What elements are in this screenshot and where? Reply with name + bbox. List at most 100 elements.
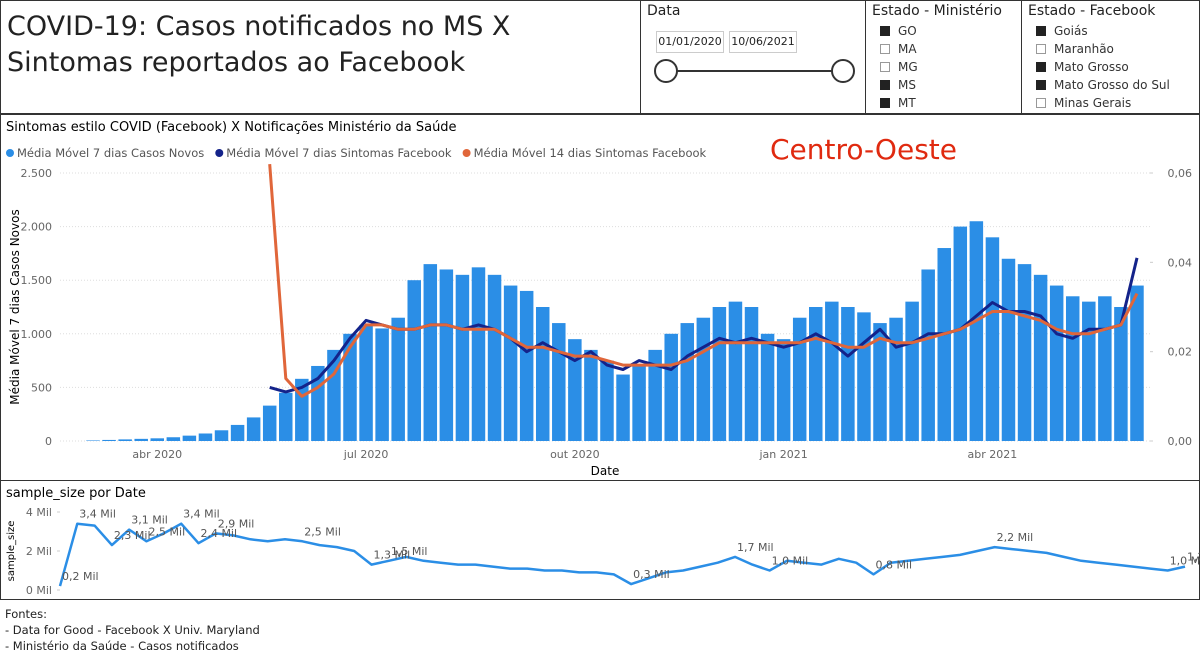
y-tick-label: 1.500 (21, 274, 53, 287)
data-label: 2,5 Mil (304, 525, 341, 538)
slicer-title: Estado - Ministério (872, 3, 1002, 19)
bar (1082, 301, 1096, 441)
checkbox[interactable] (880, 98, 890, 108)
bar (857, 312, 871, 441)
date-slicer: Data 01/01/2020 10/06/2021 (640, 0, 866, 114)
charts: Sintomas estilo COVID (Facebook) X Notif… (0, 114, 1200, 600)
checkbox[interactable] (1036, 62, 1046, 72)
x-tick-label: out 2020 (550, 448, 600, 461)
bar (953, 226, 968, 441)
item-label: MT (898, 96, 916, 110)
bar (584, 349, 598, 441)
y2-tick-label: 0,02 (1168, 346, 1193, 359)
bar (921, 269, 935, 441)
checkbox[interactable] (1036, 26, 1046, 36)
data-label: 2,9 Mil (218, 517, 255, 530)
bar (985, 237, 1000, 441)
data-label: 0,2 Mil (62, 570, 99, 583)
end-date[interactable]: 10/06/2021 (729, 31, 797, 53)
y2-tick-label: 0,04 (1168, 256, 1193, 269)
bar (696, 317, 711, 441)
facebook-slicer: Estado - Facebook Goiás Maranhão Mato Gros… (1021, 0, 1200, 114)
bar (728, 301, 743, 441)
slicer-item[interactable]: MT (880, 94, 918, 112)
slider-handle[interactable] (831, 59, 855, 83)
data-label: 3,4 Mil (79, 508, 116, 521)
checkbox[interactable] (1036, 80, 1046, 90)
bar (841, 307, 855, 441)
bar (873, 323, 887, 441)
start-date[interactable]: 01/01/2020 (656, 31, 724, 53)
bar (423, 264, 438, 441)
slider-handle[interactable] (654, 59, 678, 83)
checkbox[interactable] (880, 44, 890, 54)
bar (680, 323, 695, 441)
slicer-item[interactable]: MG (880, 58, 918, 76)
y-tick-label: 1.000 (21, 328, 53, 341)
line (268, 163, 1139, 398)
bar (503, 285, 518, 441)
bar (455, 274, 470, 441)
bar (230, 424, 245, 441)
checkbox[interactable] (880, 62, 890, 72)
slicer-item[interactable]: Maranhão (1036, 40, 1170, 58)
item-label: Mato Grosso (1054, 60, 1129, 74)
item-label: MG (898, 60, 918, 74)
data-label: 1,2 Mil (1187, 551, 1200, 564)
bar (343, 333, 357, 441)
bar (889, 317, 903, 441)
slicer-item[interactable]: Mato Grosso do Sul (1036, 76, 1170, 94)
bar (391, 317, 405, 441)
chart-title: sample_size por Date (6, 486, 146, 501)
checkbox[interactable] (880, 80, 890, 90)
slicer-item[interactable]: GO (880, 22, 918, 40)
slicer-items: GO MA MG MS MT (880, 22, 918, 112)
bar (632, 365, 646, 441)
item-label: Goiás (1054, 24, 1088, 38)
slicer-item[interactable]: MA (880, 40, 918, 58)
bar (792, 317, 807, 441)
y-tick-label: 2.500 (21, 167, 53, 180)
bar (535, 307, 550, 441)
bar (937, 248, 951, 441)
bar (648, 349, 662, 441)
bar (439, 269, 454, 441)
bar (552, 323, 566, 441)
bar (809, 307, 823, 441)
bar (969, 221, 984, 441)
x-tick-label: abr 2020 (132, 448, 182, 461)
sources-title: Fontes: (5, 607, 47, 621)
y-axis-title: Média Móvel 7 dias Casos Novos (8, 209, 22, 404)
bar (1065, 296, 1080, 441)
data-label: 1,0 Mil (772, 555, 809, 568)
bar (134, 438, 148, 441)
slicer-item[interactable]: MS (880, 76, 918, 94)
legend-label: Média Móvel 14 dias Sintomas Facebook (474, 146, 707, 160)
x-axis-title: Date (591, 464, 620, 478)
checkbox[interactable] (880, 26, 890, 36)
checkbox[interactable] (1036, 44, 1046, 54)
bar (359, 325, 373, 441)
legend-marker (6, 149, 14, 157)
slicer-title: Estado - Facebook (1028, 3, 1156, 19)
bar (712, 307, 727, 441)
slicer-item[interactable]: Mato Grosso (1036, 58, 1170, 76)
bar (118, 439, 132, 441)
line (58, 522, 1186, 587)
data-label: 3,1 Mil (131, 514, 168, 527)
item-label: GO (898, 24, 917, 38)
bar (519, 290, 534, 441)
y-tick-label: 0 Mil (26, 584, 52, 597)
data-label: 1,3 Mil (374, 549, 411, 562)
bar (744, 307, 759, 441)
bar (182, 435, 197, 441)
bar (776, 339, 791, 441)
slicer-item[interactable]: Goiás (1036, 22, 1170, 40)
bar (905, 301, 919, 441)
bar (327, 349, 341, 441)
bar (407, 280, 421, 441)
y2-tick-label: 0,00 (1168, 435, 1193, 448)
checkbox[interactable] (1036, 98, 1046, 108)
slicer-item[interactable]: Minas Gerais (1036, 94, 1170, 112)
y-tick-label: 0 (45, 435, 52, 448)
